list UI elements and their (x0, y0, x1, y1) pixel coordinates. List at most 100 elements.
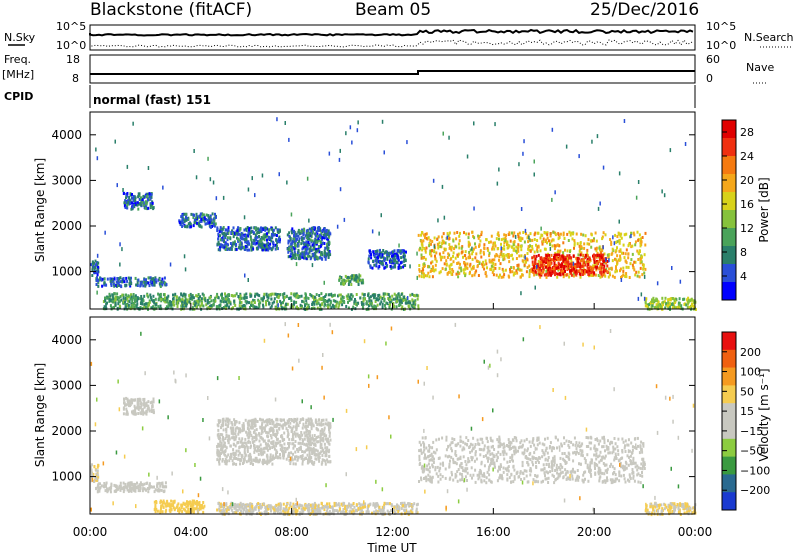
range-gate-cell (446, 232, 449, 236)
range-gate-cell (103, 305, 106, 309)
range-gate-cell (311, 448, 314, 452)
range-gate-cell (246, 245, 249, 249)
range-gate-cell (228, 299, 231, 303)
range-gate-cell (602, 253, 605, 257)
range-gate-cell (315, 453, 318, 457)
range-gate-cell (256, 247, 259, 251)
range-gate-cell (456, 253, 459, 257)
range-gate-cell (206, 301, 209, 305)
range-gate-cell (104, 299, 107, 303)
range-gate-cell (211, 221, 213, 225)
range-gate-cell (125, 205, 128, 209)
range-gate-cell (261, 248, 264, 252)
range-gate-cell (216, 448, 219, 452)
range-gate-cell (403, 254, 406, 258)
range-gate-cell (180, 292, 183, 296)
range-gate-cell (228, 459, 231, 463)
range-gate-cell (148, 195, 151, 198)
range-gate-cell (244, 240, 247, 244)
range-gate-cell (368, 254, 371, 258)
range-gate-cell (596, 265, 599, 269)
range-gate-cell (249, 456, 252, 460)
range-gate-cell (287, 424, 290, 428)
range-gate-cell (524, 228, 527, 233)
range-gate-cell (212, 223, 215, 227)
range-gate-cell (92, 473, 95, 476)
range-gate-cell (554, 257, 557, 261)
range-gate-cell (332, 299, 335, 303)
range-gate-cell (594, 273, 597, 277)
range-gate-cell (326, 446, 329, 450)
nsearch-tick-bottom: 10^0 (706, 39, 736, 52)
range-gate-cell (622, 269, 625, 273)
range-gate-cell (381, 297, 384, 300)
range-gate-cell (480, 233, 483, 237)
range-gate-cell (305, 257, 308, 261)
range-gate-cell (667, 301, 670, 305)
range-gate-cell (416, 251, 418, 256)
range-gate-cell (93, 270, 95, 274)
range-gate-cell (320, 251, 323, 255)
range-gate-cell (663, 193, 666, 198)
range-gate-cell (449, 257, 452, 261)
range-gate-cell (501, 247, 504, 250)
range-gate-cell (272, 444, 275, 448)
range-gate-cell (119, 276, 122, 280)
range-gate-cell (290, 212, 293, 217)
range-gate-cell (243, 293, 246, 297)
range-gate-cell (221, 292, 223, 296)
range-gate-cell (371, 229, 374, 234)
range-gate-cell (225, 417, 228, 421)
range-gate-cell (650, 300, 653, 303)
range-gate-cell (94, 259, 97, 263)
range-gate-cell (644, 301, 647, 305)
range-gate-cell (545, 261, 548, 265)
range-gate-cell (514, 234, 517, 239)
range-gate-cell (263, 238, 266, 242)
range-gate-cell (405, 301, 408, 305)
range-gate-cell (608, 271, 611, 275)
range-gate-cell (341, 295, 344, 299)
range-gate-cell (472, 266, 475, 270)
range-gate-cell (204, 299, 207, 303)
range-gate-cell (151, 485, 154, 489)
range-gate-cell (347, 300, 349, 304)
range-gate-cell (270, 441, 273, 445)
range-gate-cell (608, 253, 611, 257)
range-gate-cell (668, 304, 671, 308)
range-gate-cell (471, 230, 474, 234)
range-gate-cell (288, 442, 291, 446)
range-gate-cell (474, 245, 477, 249)
range-gate-cell (90, 468, 93, 472)
range-gate-cell (302, 253, 305, 257)
range-gate-cell (238, 228, 241, 232)
range-gate-cell (651, 304, 654, 308)
range-gate-cell (509, 239, 512, 243)
range-gate-cell (305, 229, 308, 233)
range-gate-cell (303, 457, 306, 461)
range-gate-cell (442, 251, 445, 255)
range-gate-cell (325, 233, 328, 237)
range-gate-cell (680, 306, 683, 310)
range-gate-cell (324, 437, 327, 441)
range-gate-cell (125, 196, 127, 200)
range-gate-cell (97, 463, 100, 467)
range-gate-cell (297, 256, 300, 260)
range-gate-cell (503, 254, 506, 258)
range-gate-cell (389, 251, 392, 255)
range-gate-cell (643, 274, 646, 279)
range-gate-cell (323, 428, 326, 432)
range-gate-cell (136, 302, 139, 306)
range-gate-cell (291, 239, 294, 243)
range-gate-cell (182, 218, 185, 222)
range-gate-cell (469, 270, 471, 274)
range-gate-cell (396, 296, 399, 300)
range-gate-cell (217, 306, 220, 310)
range-gate-cell (447, 234, 450, 238)
range-gate-cell (324, 294, 327, 298)
range-gate-cell (261, 421, 264, 425)
range-gate-cell (165, 305, 168, 309)
range-gate-cell (189, 297, 192, 301)
range-gate-cell (320, 423, 323, 427)
range-gate-cell (146, 200, 149, 204)
